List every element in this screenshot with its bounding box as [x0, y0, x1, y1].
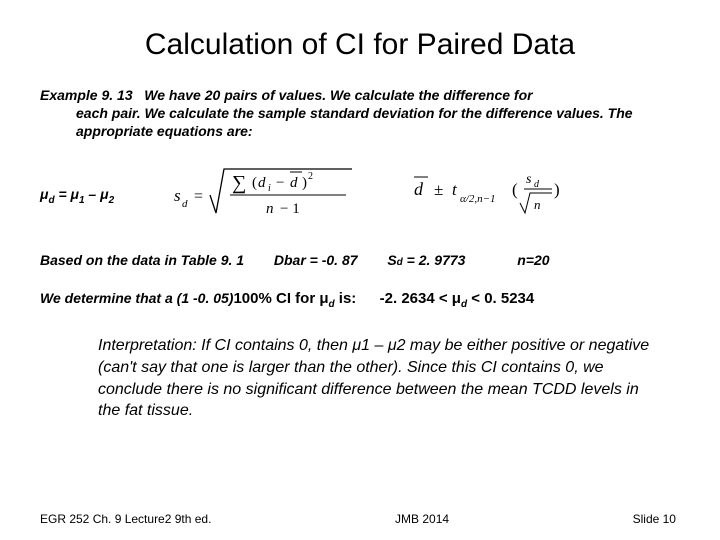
svg-text:−: −	[276, 175, 284, 191]
sd-formula: s d = ∑ ( d i − d ) 2 n − 1	[174, 163, 354, 230]
n-val: n=20	[517, 252, 549, 268]
based-prefix: Based on the data in Table 9. 1	[40, 252, 244, 268]
sd-val: = 2. 9773	[403, 252, 466, 268]
svg-text:d: d	[414, 179, 424, 199]
svg-text:d: d	[534, 179, 540, 190]
det-range2: < 0. 5234	[467, 290, 534, 307]
det-range1: -2. 2634 < μ	[380, 290, 461, 307]
svg-text:d: d	[258, 175, 266, 191]
svg-text:n: n	[266, 201, 274, 217]
svg-text:n: n	[534, 197, 541, 212]
mu1: μ	[71, 186, 79, 202]
svg-text:d: d	[290, 175, 298, 191]
example-label: Example 9. 13	[40, 87, 133, 103]
example-line1: We have 20 pairs of values. We calculate…	[144, 87, 532, 103]
svg-text:=: =	[194, 188, 203, 205]
mu-eq: =	[55, 186, 71, 202]
det-prefix: We determine that a (1 -0. 05)	[40, 290, 233, 306]
svg-text:t: t	[452, 180, 458, 199]
svg-text:): )	[302, 175, 307, 191]
svg-text:∑: ∑	[232, 172, 246, 194]
mu-definition: μd = μ1 – μ2	[40, 186, 114, 206]
mu-minus: –	[85, 186, 101, 202]
det-mid: 100% CI for μ	[233, 290, 328, 307]
determine-line: We determine that a (1 -0. 05)100% CI fo…	[40, 290, 680, 310]
svg-text:s: s	[526, 172, 532, 187]
interpretation: Interpretation: If CI contains 0, then μ…	[40, 335, 680, 421]
footer-left: EGR 252 Ch. 9 Lecture2 9th ed.	[40, 512, 211, 526]
svg-text:(: (	[252, 175, 257, 191]
sd-label: Sd	[387, 252, 402, 268]
dbar-val: Dbar = -0. 87	[274, 252, 358, 268]
slide-footer: EGR 252 Ch. 9 Lecture2 9th ed. JMB 2014 …	[0, 512, 720, 526]
data-values-line: Based on the data in Table 9. 1 Dbar = -…	[40, 252, 680, 268]
mu2-sub: 2	[109, 195, 115, 206]
svg-text:i: i	[268, 183, 271, 194]
page-title: Calculation of CI for Paired Data	[40, 28, 680, 62]
equation-row: μd = μ1 – μ2 s d = ∑ ( d i − d ) 2 n − 1	[40, 163, 680, 230]
example-line2: each pair. We calculate the sample stand…	[40, 104, 680, 140]
det-is: is:	[335, 290, 357, 307]
footer-right: Slide 10	[633, 512, 676, 526]
svg-text:− 1: − 1	[280, 201, 300, 217]
mu2: μ	[100, 186, 108, 202]
svg-text:2: 2	[308, 171, 313, 182]
svg-text:α/2,n−1: α/2,n−1	[460, 193, 496, 205]
footer-mid: JMB 2014	[395, 512, 449, 526]
svg-text:): )	[554, 180, 560, 199]
ci-formula: d ± t α/2,n−1 ( s d n )	[414, 165, 594, 228]
svg-text:(: (	[512, 180, 518, 199]
svg-text:d: d	[182, 198, 188, 210]
svg-text:s: s	[174, 186, 181, 205]
svg-text:±: ±	[434, 180, 443, 199]
example-text: Example 9. 13 We have 20 pairs of values…	[40, 86, 680, 141]
